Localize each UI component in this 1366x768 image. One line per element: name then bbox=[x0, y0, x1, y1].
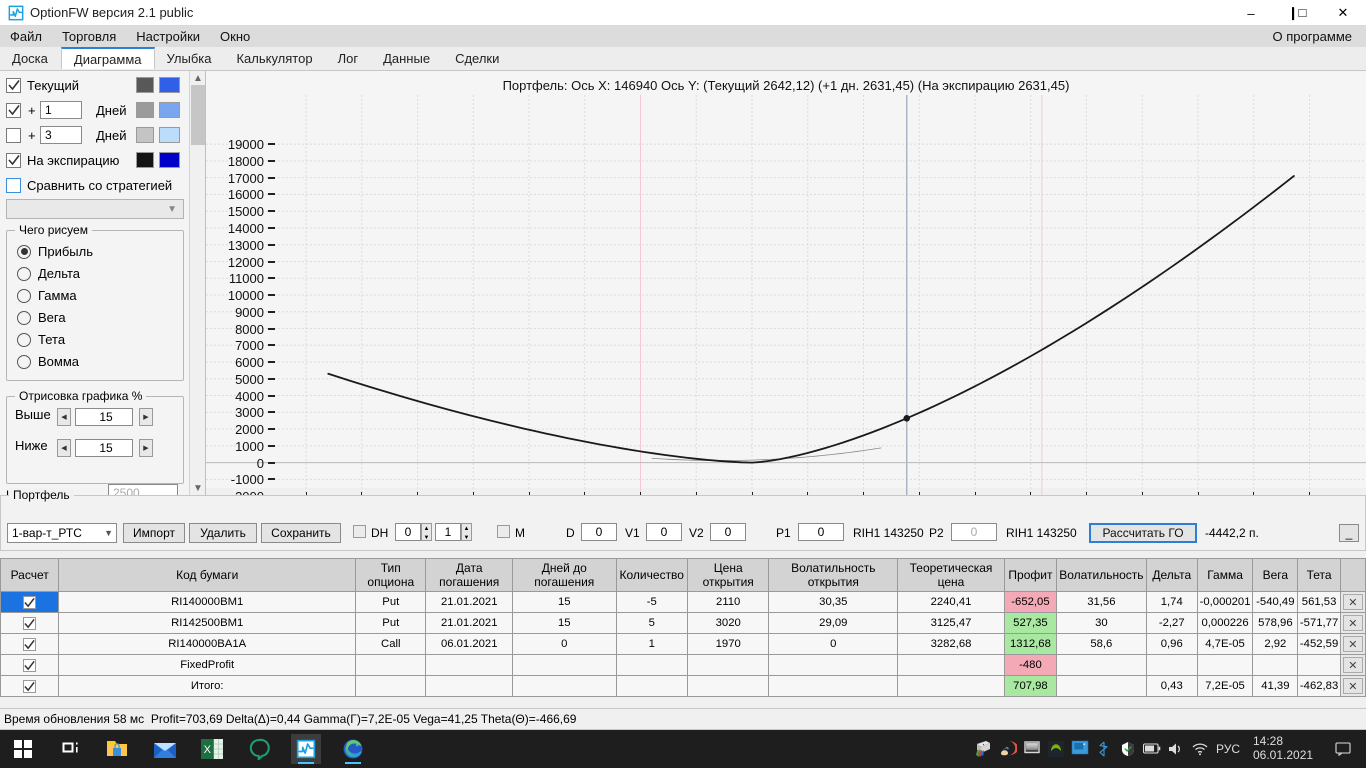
svg-text:X: X bbox=[204, 744, 212, 756]
